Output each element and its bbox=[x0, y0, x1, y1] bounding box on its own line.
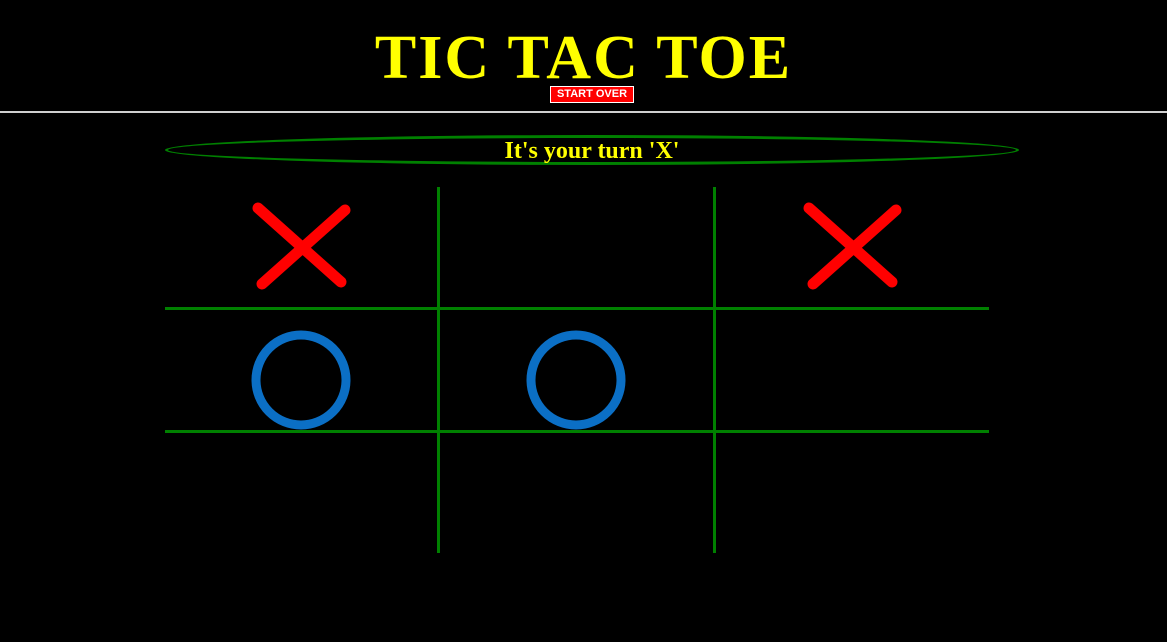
x-mark-icon bbox=[803, 202, 902, 290]
board-cell-2[interactable] bbox=[440, 187, 712, 307]
board-cell-5[interactable] bbox=[440, 310, 712, 430]
board-cell-7[interactable] bbox=[165, 433, 437, 553]
o-mark-icon bbox=[251, 330, 351, 430]
turn-status-banner: It's your turn 'X' bbox=[165, 135, 1019, 165]
o-mark-icon bbox=[526, 330, 626, 430]
board-cell-8[interactable] bbox=[440, 433, 712, 553]
header-divider bbox=[0, 111, 1167, 113]
grid-line-vertical-2 bbox=[713, 187, 716, 553]
grid-line-horizontal-1 bbox=[165, 307, 989, 310]
grid-line-horizontal-2 bbox=[165, 430, 989, 433]
board-cell-9[interactable] bbox=[716, 433, 988, 553]
board-cell-3[interactable] bbox=[716, 187, 988, 307]
x-mark-icon bbox=[252, 202, 351, 290]
board-cell-6[interactable] bbox=[716, 310, 988, 430]
board-cell-4[interactable] bbox=[165, 310, 437, 430]
page-title: TIC TAC TOE bbox=[374, 24, 793, 92]
start-over-button[interactable]: START OVER bbox=[550, 86, 634, 103]
grid-line-vertical-1 bbox=[437, 187, 440, 553]
game-board bbox=[165, 187, 989, 553]
board-cell-1[interactable] bbox=[165, 187, 437, 307]
